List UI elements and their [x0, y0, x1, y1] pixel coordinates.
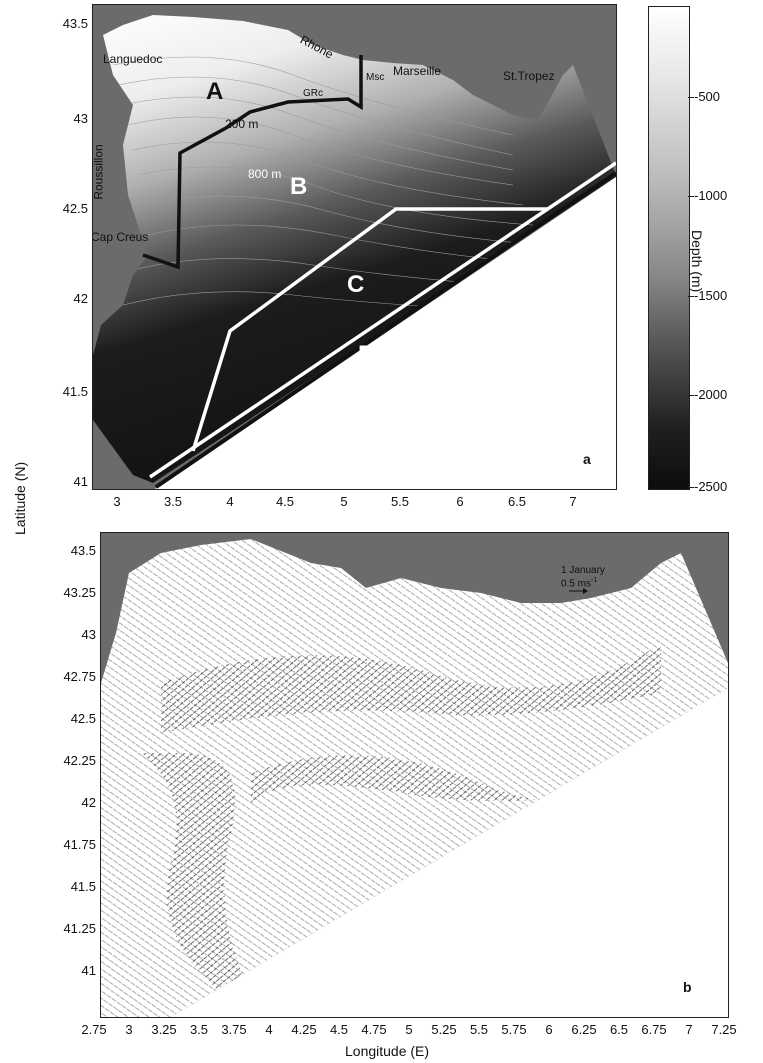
panel-b-ytick: 42	[81, 795, 96, 810]
panel-b-ytick: 43.25	[63, 585, 96, 600]
panel-b-xtick: 6.25	[571, 1022, 597, 1037]
panel-b-xtick: 5.25	[431, 1022, 457, 1037]
panel-a-ytick: 43	[73, 111, 88, 126]
panel-b-ytick: 41.5	[70, 879, 96, 894]
panel-a-xtick: 7	[569, 494, 577, 509]
isobath-contours	[112, 56, 564, 316]
panel-a-xtick: 4.5	[275, 494, 295, 509]
colorbar-tick-label: -1000	[694, 188, 728, 203]
colorbar-tick-mark	[688, 395, 694, 396]
region-d-boundary-black	[154, 171, 616, 489]
colorbar-title: Depth (m)	[689, 230, 705, 293]
place-label-marseille: Marseille	[393, 64, 442, 78]
panel-b-xtick: 4.75	[361, 1022, 387, 1037]
panel-b-xtick: 5.75	[501, 1022, 527, 1037]
region-label-d: D	[358, 341, 376, 368]
isobath-label-200: 200 m	[225, 117, 259, 131]
panel-b-xtick: 4	[265, 1022, 273, 1037]
sea-area	[93, 15, 616, 483]
panel-a-ytick: 41.5	[62, 384, 88, 399]
place-label-roussillon: Roussillon	[92, 144, 106, 200]
panel-b-xtick: 7	[685, 1022, 693, 1037]
scale-label-exponent: -1	[591, 577, 598, 584]
panel-a-ytick: 42.5	[62, 201, 88, 216]
colorbar-tick-mark	[688, 487, 694, 488]
colorbar-tick-label: -1500	[694, 288, 728, 303]
panel-a-xtick: 4	[226, 494, 234, 509]
panel-b-xtick: 4.5	[329, 1022, 349, 1037]
bathymetry-map-panel: A B C D Languedoc Rhone Marseille St.Tro…	[92, 4, 617, 490]
panel-b-ytick: 41.25	[63, 921, 96, 936]
panel-a-xtick: 3	[113, 494, 121, 509]
region-label-a: A	[206, 78, 224, 105]
panel-a-ytick: 41	[73, 474, 88, 489]
scale-label: 0.5 ms-1	[561, 577, 597, 589]
place-label-cap-creus: Cap Creus	[92, 230, 149, 244]
panel-a-xtick: 3.5	[163, 494, 183, 509]
region-a-boundary	[142, 55, 363, 270]
colorbar-tick-mark	[688, 296, 694, 297]
isobath-label-800: 800 m	[248, 167, 282, 181]
panel-a-xtick: 6.5	[507, 494, 527, 509]
panel-b-xtick: 3.5	[189, 1022, 209, 1037]
panel-b-xtick: 3	[125, 1022, 133, 1037]
panel-a-xtick: 5.5	[390, 494, 410, 509]
velocity-map-svg	[101, 533, 728, 1017]
y-axis-title: Latitude (N)	[12, 461, 28, 535]
panel-b-xtick: 4.25	[291, 1022, 317, 1037]
panel-a-xtick: 5	[340, 494, 348, 509]
panel-a-ytick: 42	[73, 291, 88, 306]
panel-a-xtick: 6	[456, 494, 464, 509]
place-label-st-tropez: St.Tropez	[503, 69, 555, 83]
region-label-b: B	[290, 173, 308, 200]
x-axis-title: Longitude (E)	[345, 1043, 430, 1059]
panel-b-xtick: 5.5	[469, 1022, 489, 1037]
panel-a-label: a	[583, 451, 591, 467]
scale-label-value: 0.5 ms	[561, 578, 592, 590]
depth-colorbar	[648, 6, 690, 490]
panel-b-ytick: 42.75	[63, 669, 96, 684]
region-c-boundary	[191, 207, 548, 452]
panel-b-xtick: 7.25	[711, 1022, 737, 1037]
panel-b-xtick: 2.75	[81, 1022, 107, 1037]
panel-b-label: b	[683, 979, 692, 995]
date-label: 1 January	[561, 565, 605, 576]
panel-a-ytick: 43.5	[62, 16, 88, 31]
outside-domain	[171, 688, 728, 1017]
colorbar-tick-mark	[688, 97, 694, 98]
panel-b-ytick: 42.5	[70, 711, 96, 726]
panel-b-xtick: 6.75	[641, 1022, 667, 1037]
panel-b-ytick: 42.25	[63, 753, 96, 768]
place-label-msc: Msc	[366, 72, 385, 83]
colorbar-tick-label: -2500	[694, 479, 728, 494]
panel-b-ytick: 43.5	[70, 543, 96, 558]
panel-b-ytick: 41	[81, 963, 96, 978]
colorbar-tick-label: -2000	[694, 387, 728, 402]
panel-b-xtick: 5	[405, 1022, 413, 1037]
panel-b-ytick: 41.75	[63, 837, 96, 852]
bathymetry-map-svg	[93, 5, 616, 489]
region-d-boundary-white	[149, 161, 616, 479]
colorbar-tick-label: -500	[694, 89, 721, 104]
place-label-languedoc: Languedoc	[103, 52, 163, 66]
velocity-map-panel: 1 January 0.5 ms-1 b	[100, 532, 729, 1018]
panel-b-xtick: 6	[545, 1022, 553, 1037]
panel-b-xtick: 3.25	[151, 1022, 177, 1037]
colorbar-tick-mark	[688, 196, 694, 197]
panel-b-ytick: 43	[81, 627, 96, 642]
velocity-vectors-dense	[141, 643, 661, 993]
panel-b-xtick: 3.75	[221, 1022, 247, 1037]
panel-b-xtick: 6.5	[609, 1022, 629, 1037]
region-label-c: C	[347, 271, 365, 298]
scale-arrow-head	[583, 588, 588, 594]
place-label-grc: GRc	[303, 88, 323, 99]
